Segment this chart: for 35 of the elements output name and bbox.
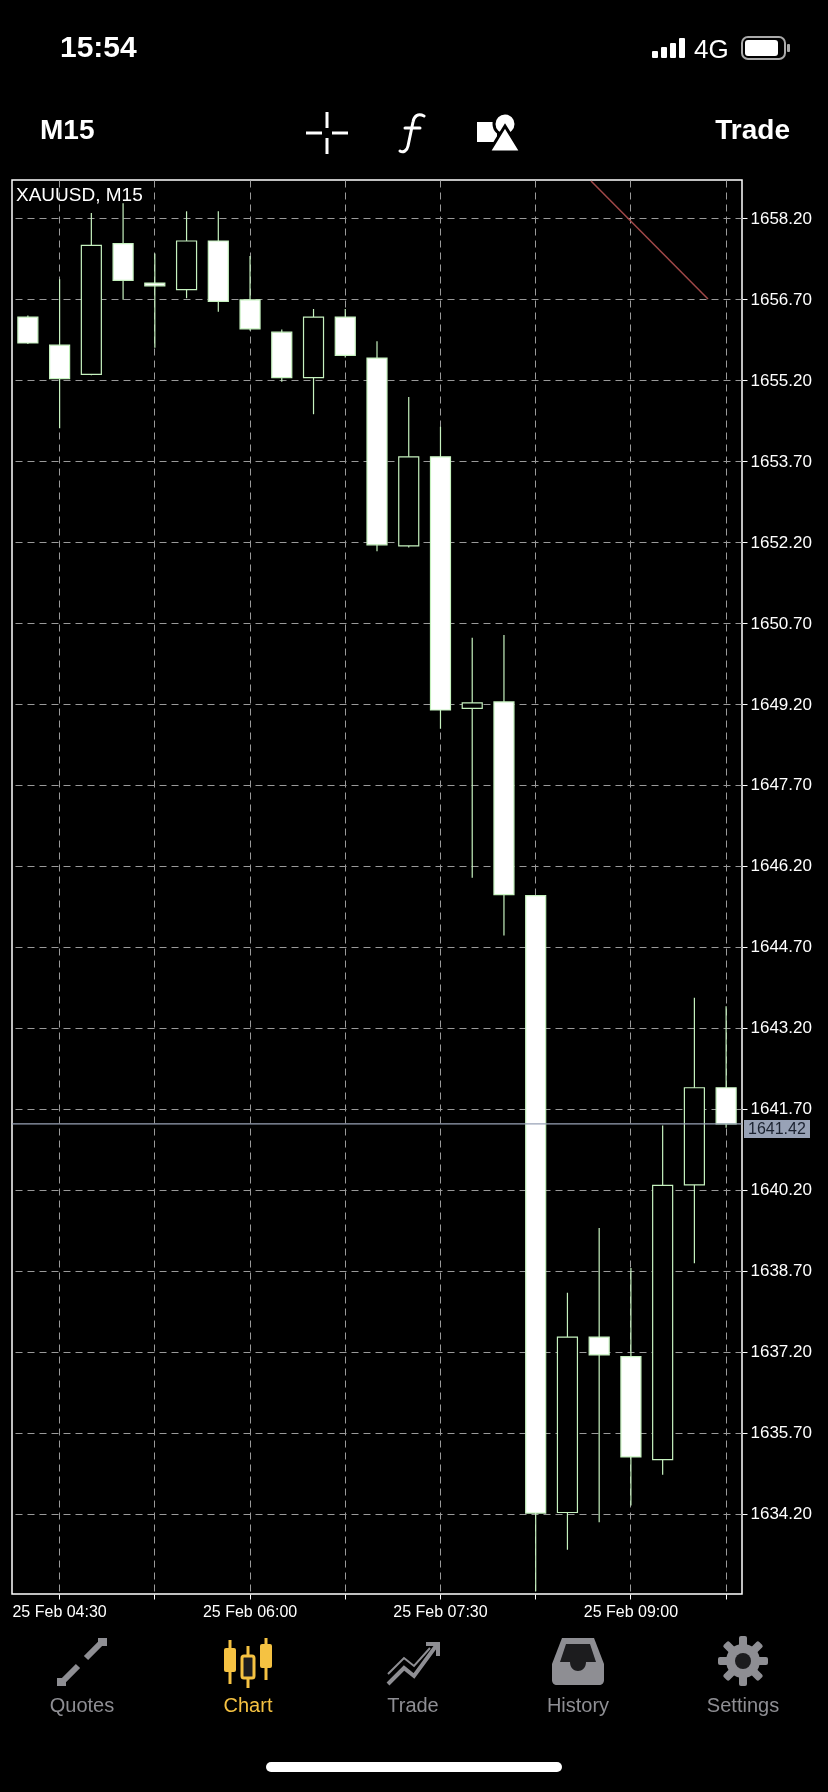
- text: 15:54: [60, 30, 137, 64]
- y-tick-label: 1658.20: [750, 208, 812, 228]
- y-tick-label: 1647.70: [750, 775, 812, 795]
- text: History: [546, 1694, 610, 1717]
- text: Trade: [387, 1694, 439, 1717]
- candlestick: [588, 1227, 610, 1523]
- y-tick-label: 1653.70: [750, 451, 812, 471]
- y-tick-label: 1650.70: [750, 613, 812, 633]
- text: Trade: [715, 114, 790, 146]
- text: Quotes: [49, 1694, 115, 1717]
- y-tick-label: 1643.20: [750, 1018, 812, 1038]
- x-tick-label: 25 Feb 09:00: [583, 1602, 679, 1620]
- x-tick-label: 25 Feb 07:30: [393, 1602, 488, 1620]
- text: 4G: [694, 34, 729, 65]
- y-tick-label: 1637.20: [750, 1342, 812, 1362]
- y-tick-label: 1655.20: [750, 370, 812, 390]
- candlestick: [144, 252, 166, 349]
- y-tick-label: 1640.20: [750, 1180, 812, 1200]
- text: M15: [40, 114, 95, 146]
- y-tick-label: 1641.70: [750, 1099, 812, 1119]
- y-tick-label: 1646.20: [750, 856, 812, 876]
- y-tick-label: 1656.70: [750, 289, 812, 309]
- y-tick-label: 1635.70: [750, 1423, 812, 1443]
- x-tick-label: 25 Feb 06:00: [202, 1602, 298, 1620]
- y-tick-label: 1638.70: [750, 1261, 812, 1281]
- ref-line-label: 1641.42: [744, 1119, 810, 1138]
- text: Chart: [223, 1694, 273, 1717]
- chart-title: XAUUSD, M15: [16, 184, 143, 206]
- y-tick-label: 1644.70: [750, 937, 812, 957]
- y-tick-label: 1649.20: [750, 694, 812, 714]
- text: Settings: [706, 1694, 780, 1717]
- y-tick-label: 1652.20: [750, 532, 812, 552]
- candlestick: [461, 637, 483, 879]
- y-tick-label: 1634.20: [750, 1504, 812, 1524]
- x-tick-label: 25 Feb 04:30: [12, 1602, 107, 1620]
